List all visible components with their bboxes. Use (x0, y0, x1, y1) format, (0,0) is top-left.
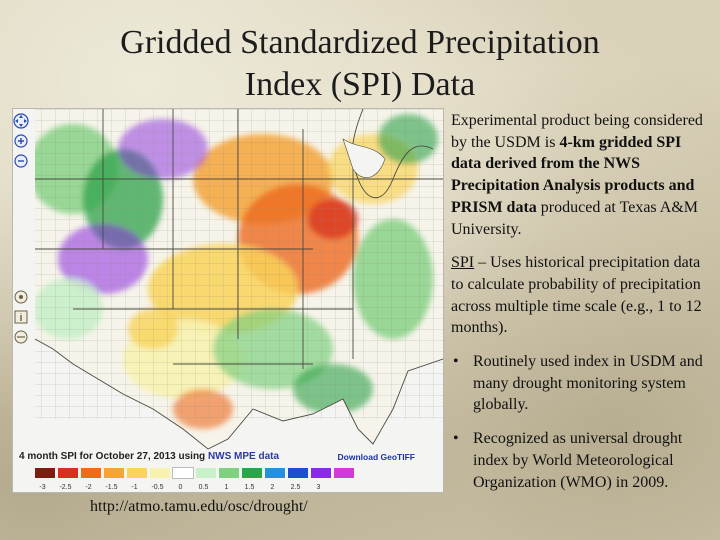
legend-swatch (58, 468, 78, 478)
p1-text-a: Experimental product being considered by… (451, 112, 703, 151)
legend-swatch (334, 468, 354, 478)
legend-swatch (172, 467, 194, 479)
legend-swatch (104, 468, 124, 478)
bullet-marker: • (453, 353, 459, 371)
legend-tick-label: -1.5 (105, 484, 118, 491)
map-caption-text: 4 month SPI for October 27, 2013 using (19, 451, 208, 462)
zoom-out-icon[interactable] (13, 153, 29, 169)
paragraph-spi-definition: SPI – Uses historical precipitation data… (451, 252, 713, 339)
slide-body: Experimental product being considered by… (451, 110, 713, 505)
info-icon[interactable] (13, 309, 29, 325)
bullet-item: • Recognized as universal drought index … (451, 428, 713, 493)
spi-term: SPI (451, 254, 475, 272)
spi-legend-ticks: -3 -2.5 -2 -1.5 -1 -0.5 0 0.5 1 1.5 2 2.5 3 (31, 484, 330, 491)
p2-text: – Uses historical precipitation data to … (451, 254, 702, 337)
bullet-text: Recognized as universal drought index by… (473, 430, 683, 491)
legend-tick-label: -1 (131, 484, 138, 491)
slide-title: Gridded Standardized Precipitation Index… (0, 22, 720, 106)
legend-tick-label: 2.5 (290, 484, 301, 491)
legend-swatch (311, 468, 331, 478)
legend-swatch (219, 468, 239, 478)
legend-swatch (265, 468, 285, 478)
map-toolbar (13, 109, 35, 492)
legend-tick-label: -0.5 (151, 484, 164, 491)
p1-text-bold: 4-km gridded SPI data derived from the N… (451, 133, 695, 216)
legend-swatch (196, 468, 216, 478)
legend-swatch (81, 468, 101, 478)
legend-tick-label: 1 (224, 484, 229, 491)
legend-tick-label: 1.5 (244, 484, 255, 491)
spi-map-graphic (13, 109, 443, 492)
spi-map: 4 month SPI for October 27, 2013 using N… (12, 108, 444, 493)
legend-tick-label: -2 (85, 484, 92, 491)
zoom-in-icon[interactable] (13, 133, 29, 149)
pan-icon[interactable] (13, 113, 29, 129)
layers-icon[interactable] (13, 329, 29, 345)
download-geotiff-link[interactable]: Download GeoTIFF (337, 452, 415, 462)
legend-tick-label: -3 (39, 484, 46, 491)
legend-swatch (288, 468, 308, 478)
spi-legend (35, 467, 357, 479)
bullet-text: Routinely used index in USDM and many dr… (473, 353, 703, 414)
map-caption: 4 month SPI for October 27, 2013 using N… (19, 451, 279, 462)
legend-swatch (35, 468, 55, 478)
legend-swatch (242, 468, 262, 478)
title-line-2: Index (SPI) Data (244, 66, 476, 103)
globe-icon[interactable] (13, 289, 29, 305)
bullet-item: • Routinely used index in USDM and many … (451, 351, 713, 416)
bullet-marker: • (453, 430, 459, 448)
legend-tick-label: 0 (178, 484, 183, 491)
source-url[interactable]: http://atmo.tamu.edu/osc/drought/ (90, 498, 308, 515)
map-caption-source: NWS MPE data (207, 451, 280, 462)
legend-tick-label: 0.5 (198, 484, 209, 491)
legend-swatch (127, 468, 147, 478)
legend-swatch (150, 468, 170, 478)
p1-text-b: produced at Texas A&M University. (451, 198, 698, 238)
legend-tick-label: 2 (270, 484, 275, 491)
paragraph-experimental-product: Experimental product being considered by… (451, 110, 713, 240)
legend-tick-label: 3 (316, 484, 321, 491)
legend-tick-label: -2.5 (59, 484, 72, 491)
bullet-list: • Routinely used index in USDM and many … (451, 351, 713, 493)
title-line-1: Gridded Standardized Precipitation (120, 24, 600, 61)
